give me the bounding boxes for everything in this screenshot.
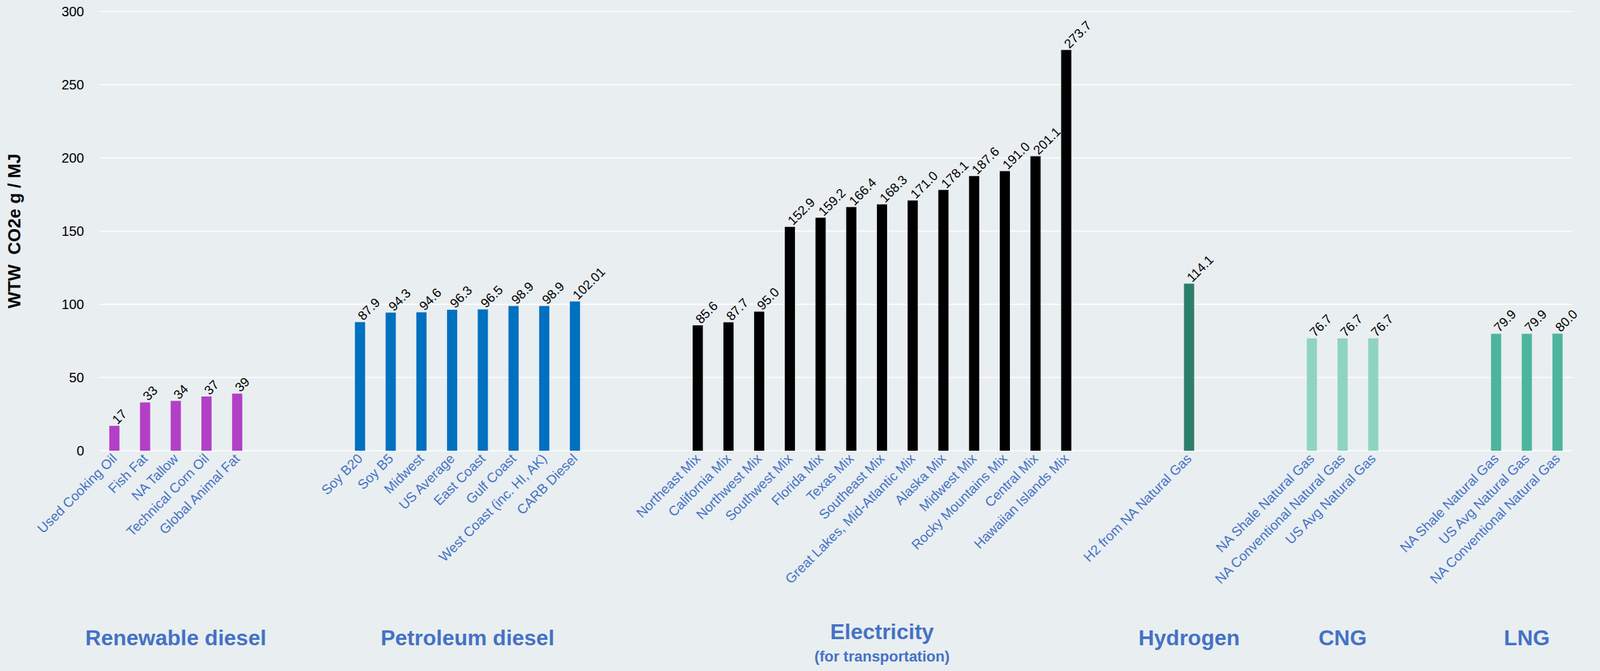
svg-text:37: 37: [201, 377, 222, 399]
svg-text:85.6: 85.6: [692, 299, 721, 327]
svg-text:Midwest: Midwest: [380, 451, 427, 497]
svg-text:79.9: 79.9: [1490, 307, 1519, 336]
svg-text:West Coast (inc. HI, AK): West Coast (inc. HI, AK): [435, 451, 550, 565]
svg-text:US Avg Natural Gas: US Avg Natural Gas: [1435, 451, 1533, 548]
svg-text:US Avg Natural Gas: US Avg Natural Gas: [1282, 451, 1379, 548]
svg-text:Central Mix: Central Mix: [981, 451, 1041, 511]
svg-text:Texas Mix: Texas Mix: [803, 451, 857, 505]
svg-text:76.7: 76.7: [1368, 311, 1396, 340]
svg-text:87.7: 87.7: [723, 295, 752, 324]
svg-text:96.3: 96.3: [446, 282, 475, 311]
svg-text:Alaska Mix: Alaska Mix: [891, 451, 949, 509]
svg-text:Florida Mix: Florida Mix: [768, 451, 826, 509]
svg-text:Northeast Mix: Northeast Mix: [633, 451, 704, 521]
svg-text:50: 50: [69, 370, 85, 386]
svg-text:100: 100: [61, 297, 85, 312]
svg-text:California Mix: California Mix: [665, 451, 734, 520]
svg-text:H2 from NA Natural Gas: H2 from NA Natural Gas: [1080, 451, 1195, 565]
svg-text:79.9: 79.9: [1522, 307, 1550, 336]
svg-text:Hydrogen: Hydrogen: [1138, 626, 1240, 651]
svg-text:33: 33: [139, 383, 161, 404]
svg-text:250: 250: [61, 77, 85, 93]
svg-text:76.7: 76.7: [1337, 311, 1366, 340]
svg-text:98.9: 98.9: [539, 279, 568, 308]
svg-text:Petroleum diesel: Petroleum diesel: [380, 626, 555, 651]
svg-text:98.9: 98.9: [508, 279, 537, 308]
svg-text:LNG: LNG: [1503, 626, 1550, 651]
svg-text:273.7: 273.7: [1061, 18, 1095, 51]
svg-text:102.01: 102.01: [569, 264, 608, 303]
svg-text:171.0: 171.0: [907, 168, 941, 202]
svg-text:150: 150: [61, 223, 85, 239]
svg-text:76.7: 76.7: [1306, 311, 1335, 340]
svg-text:Soy B5: Soy B5: [354, 451, 397, 493]
svg-text:US Average: US Average: [395, 451, 458, 513]
svg-text:Southeast Mix: Southeast Mix: [816, 451, 888, 523]
svg-text:87.9: 87.9: [354, 295, 383, 324]
svg-text:Southwest Mix: Southwest Mix: [722, 451, 796, 525]
svg-text:NA Shale Natural Gas: NA Shale Natural Gas: [1212, 451, 1318, 556]
svg-text:300: 300: [61, 4, 85, 19]
svg-text:Hawaiian Islands Mix: Hawaiian Islands Mix: [971, 451, 1072, 552]
svg-text:Fish Fat: Fish Fat: [105, 451, 151, 497]
svg-text:NA Shale Natural Gas: NA Shale Natural Gas: [1397, 451, 1502, 556]
svg-text:Soy B20: Soy B20: [318, 451, 366, 498]
svg-text:Technical Corn Oil: Technical Corn Oil: [123, 451, 212, 540]
svg-text:0: 0: [76, 443, 85, 459]
svg-text:200: 200: [61, 150, 85, 166]
svg-text:Electricity: Electricity: [830, 619, 934, 645]
svg-text:Gulf Coast: Gulf Coast: [462, 451, 519, 507]
svg-text:39: 39: [231, 374, 253, 395]
svg-text:Great Lakes, Mid-Atlantic Mix: Great Lakes, Mid-Atlantic Mix: [782, 451, 918, 587]
svg-text:Used Cooking Oil: Used Cooking Oil: [34, 451, 121, 537]
svg-text:NA Conventional Natural Gas: NA Conventional Natural Gas: [1427, 451, 1563, 587]
svg-text:Rocky Mountains Mix: Rocky Mountains Mix: [908, 451, 1011, 553]
svg-text:17: 17: [109, 406, 130, 428]
svg-text:80.0: 80.0: [1552, 307, 1581, 336]
svg-text:34: 34: [170, 381, 192, 403]
svg-text:159.2: 159.2: [815, 185, 848, 219]
svg-text:Renewable diesel: Renewable diesel: [85, 626, 267, 651]
svg-text:187.6: 187.6: [969, 144, 1002, 178]
svg-text:191.0: 191.0: [999, 139, 1033, 172]
svg-text:Global Animal Fat: Global Animal Fat: [155, 451, 243, 538]
svg-text:95.0: 95.0: [754, 284, 783, 313]
svg-text:114.1: 114.1: [1184, 252, 1217, 285]
svg-text:96.5: 96.5: [477, 282, 506, 311]
svg-text:152.9: 152.9: [784, 195, 818, 228]
svg-text:94.3: 94.3: [385, 286, 414, 315]
svg-text:166.4: 166.4: [846, 175, 880, 209]
svg-text:201.1: 201.1: [1030, 124, 1063, 158]
svg-text:CARB Diesel: CARB Diesel: [513, 451, 580, 518]
svg-text:NA Tallow: NA Tallow: [128, 451, 182, 504]
svg-text:Northwest Mix: Northwest Mix: [693, 451, 765, 523]
svg-text:Midwest Mix: Midwest Mix: [916, 451, 980, 515]
svg-text:NA Conventional Natural Gas: NA Conventional Natural Gas: [1212, 451, 1348, 587]
svg-text:East Coast: East Coast: [430, 451, 489, 509]
svg-text:WTW CO2e g / MJ: WTW CO2e g / MJ: [4, 153, 25, 309]
svg-text:94.6: 94.6: [416, 285, 445, 314]
svg-text:178.1: 178.1: [938, 158, 972, 191]
svg-text:168.3: 168.3: [876, 172, 910, 205]
svg-text:(for transportation): (for transportation): [814, 648, 950, 666]
svg-text:CNG: CNG: [1318, 626, 1367, 651]
